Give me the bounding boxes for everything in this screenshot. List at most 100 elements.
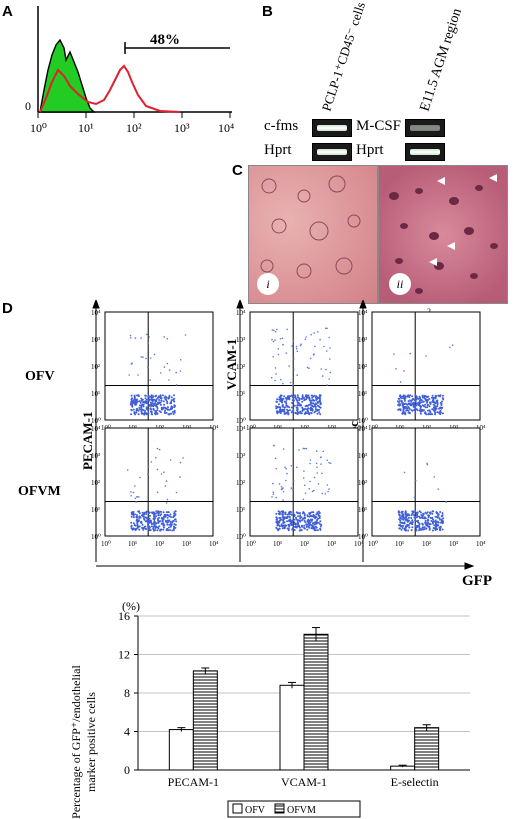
event-dot xyxy=(276,412,279,415)
event-dot xyxy=(130,413,133,416)
y-tick-label: 16 xyxy=(118,609,130,623)
event-dot xyxy=(313,523,316,526)
event-dot xyxy=(140,521,142,523)
event-dot xyxy=(303,524,306,527)
event-dot xyxy=(421,394,424,397)
event-dot xyxy=(435,407,438,410)
event-dot xyxy=(309,403,312,406)
event-dot xyxy=(434,523,437,526)
event-dot xyxy=(143,413,146,416)
event-dot xyxy=(148,525,151,528)
dot-plot-y-tick: 10³ xyxy=(358,452,367,460)
event-dot xyxy=(403,399,406,402)
category-label: E-selectin xyxy=(391,775,439,789)
x-marker-gfp: GFP xyxy=(462,573,492,589)
event-dot xyxy=(154,512,157,515)
event-dot xyxy=(308,403,311,406)
event-dot xyxy=(296,408,299,411)
event-dot xyxy=(314,345,316,348)
event-dot xyxy=(275,526,278,529)
event-dot xyxy=(410,529,413,532)
event-dot xyxy=(431,408,434,411)
event-dot xyxy=(421,526,424,529)
event-dot xyxy=(282,499,284,501)
event-dot xyxy=(138,400,141,403)
event-dot xyxy=(289,381,292,384)
event-dot xyxy=(429,511,432,514)
event-dot xyxy=(282,448,285,450)
event-dot xyxy=(424,397,427,400)
dot-plot-y-tick: 10⁴ xyxy=(236,425,246,433)
event-dot xyxy=(146,519,149,522)
event-dot xyxy=(319,338,321,341)
event-dot xyxy=(294,526,297,528)
event-dot xyxy=(149,379,151,381)
event-dot xyxy=(442,398,445,401)
event-dot xyxy=(134,403,137,406)
event-dot xyxy=(130,397,133,400)
event-dot xyxy=(175,371,177,374)
event-dot xyxy=(287,409,290,412)
event-dot xyxy=(303,519,306,522)
event-dot xyxy=(302,498,305,501)
event-dot xyxy=(157,519,160,522)
event-dot xyxy=(156,526,159,529)
event-dot xyxy=(407,411,410,414)
event-dot xyxy=(150,525,153,528)
event-dot xyxy=(163,526,165,529)
y-marker-vcam: VCAM-1 xyxy=(224,339,239,390)
event-dot xyxy=(315,395,318,398)
event-dot xyxy=(135,516,138,518)
event-dot xyxy=(171,521,174,524)
event-dot xyxy=(285,479,287,482)
event-dot xyxy=(132,522,135,525)
bar-ofv-1 xyxy=(279,684,305,771)
panel-d-flow: OFV OFVM PECAM-1 VCAM-1 E-selectin GFP 2… xyxy=(18,300,492,589)
event-dot xyxy=(311,490,314,493)
event-dot xyxy=(315,450,318,452)
event-dot xyxy=(316,511,319,514)
event-dot xyxy=(142,356,144,358)
event-dot xyxy=(428,528,431,531)
event-dot xyxy=(319,520,322,523)
event-dot xyxy=(145,398,148,401)
event-dot xyxy=(329,371,332,374)
event-dot xyxy=(145,407,148,410)
event-dot xyxy=(315,462,318,465)
event-dot xyxy=(162,528,165,531)
event-dot xyxy=(282,522,285,525)
event-dot xyxy=(274,379,276,382)
event-dot xyxy=(168,379,170,381)
event-dot xyxy=(441,512,444,515)
event-dot xyxy=(308,519,311,522)
event-dot xyxy=(272,493,275,496)
event-dot xyxy=(321,492,324,495)
event-dot xyxy=(130,513,133,516)
event-dot xyxy=(159,510,162,513)
dot-plot-x-tick: 10² xyxy=(300,540,309,548)
event-dot xyxy=(147,399,150,401)
event-dot xyxy=(293,514,296,517)
event-dot xyxy=(130,337,132,339)
event-dot xyxy=(295,345,298,348)
event-dot xyxy=(309,521,312,524)
event-dot xyxy=(275,516,278,519)
event-dot xyxy=(309,357,312,360)
event-dot xyxy=(136,496,138,498)
event-dot xyxy=(155,410,158,412)
event-dot xyxy=(172,520,175,522)
event-dot xyxy=(179,359,182,361)
event-dot xyxy=(275,400,278,403)
event-dot xyxy=(275,373,277,375)
event-dot xyxy=(288,525,291,528)
event-dot xyxy=(169,459,172,461)
event-dot xyxy=(409,352,412,355)
event-dot xyxy=(419,407,422,410)
event-dot xyxy=(419,511,422,514)
event-dot xyxy=(147,512,150,515)
event-dot xyxy=(130,409,133,412)
event-dot xyxy=(166,400,169,403)
event-dot xyxy=(275,496,278,499)
